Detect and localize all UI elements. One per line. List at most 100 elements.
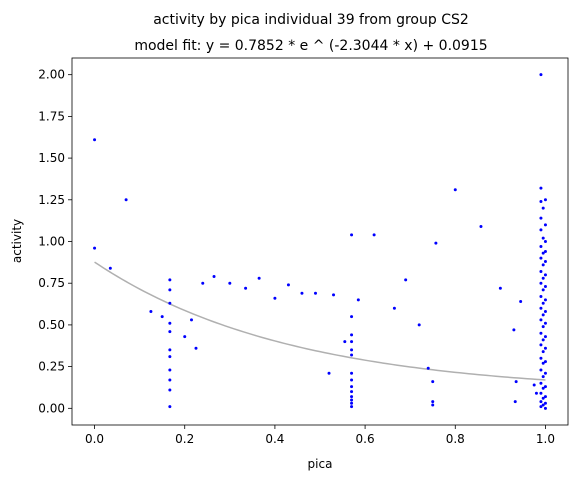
data-point <box>350 401 354 405</box>
data-point <box>201 281 205 285</box>
data-point <box>539 216 543 220</box>
data-point <box>350 348 354 352</box>
data-point <box>350 315 354 319</box>
data-point <box>168 378 172 382</box>
data-point <box>160 315 164 319</box>
data-point <box>543 385 547 389</box>
data-point <box>543 260 547 264</box>
data-point <box>532 383 536 387</box>
data-point <box>539 405 543 409</box>
y-tick-label: 2.00 <box>38 68 65 82</box>
data-point <box>539 281 543 285</box>
data-point <box>350 385 354 389</box>
data-points-layer <box>93 73 547 410</box>
data-point <box>543 240 547 243</box>
data-point <box>417 323 421 327</box>
data-point <box>543 406 547 410</box>
y-axis-label: activity <box>10 219 24 263</box>
data-point <box>539 186 543 190</box>
chart-title: activity by pica individual 39 from grou… <box>153 12 469 28</box>
data-point <box>244 286 248 290</box>
data-point <box>541 206 545 210</box>
data-point <box>539 228 543 232</box>
y-tick-label: 0.00 <box>38 401 65 415</box>
data-point <box>350 398 354 402</box>
data-point <box>108 266 112 270</box>
data-point <box>539 295 543 299</box>
y-tick-label: 0.50 <box>38 318 65 332</box>
data-point <box>300 291 304 295</box>
fit-curve <box>94 261 546 381</box>
data-point <box>168 321 172 325</box>
x-tick-label: 0.2 <box>175 432 194 446</box>
data-point <box>431 400 435 404</box>
data-point <box>541 263 545 267</box>
x-tick-label: 0.8 <box>446 432 465 446</box>
data-point <box>431 380 435 384</box>
x-tick-label: 0.4 <box>265 432 284 446</box>
data-point <box>539 199 543 203</box>
data-point <box>168 278 172 282</box>
data-point <box>257 276 261 280</box>
data-point <box>539 343 543 347</box>
data-point <box>543 321 547 325</box>
x-axis-label: pica <box>308 457 333 471</box>
data-point <box>350 340 354 344</box>
data-point <box>514 380 518 384</box>
data-point <box>541 301 545 305</box>
y-axis-ticks: 0.00 0.25 0.50 0.75 1.00 1.25 1.50 1.75 2.00 <box>38 68 72 415</box>
data-point <box>498 286 502 290</box>
data-point <box>372 233 376 237</box>
data-point <box>327 371 331 375</box>
data-point <box>149 310 153 314</box>
data-point <box>543 250 547 254</box>
data-point <box>541 403 545 407</box>
data-point <box>543 371 547 375</box>
data-point <box>541 325 545 329</box>
data-point <box>453 188 457 192</box>
data-point <box>539 73 543 77</box>
data-point <box>350 333 354 337</box>
data-point <box>541 236 545 240</box>
data-point <box>541 313 545 317</box>
data-point <box>479 224 483 228</box>
chart-subtitle: model fit: y = 0.7852 * e ^ (-2.3044 * x… <box>134 38 487 54</box>
data-point <box>539 400 543 404</box>
data-point <box>541 276 545 280</box>
data-point <box>543 395 547 399</box>
data-point <box>356 298 360 302</box>
data-point <box>512 328 516 332</box>
data-point <box>541 375 545 379</box>
y-tick-label: 1.50 <box>38 151 65 165</box>
data-point <box>350 371 354 375</box>
data-point <box>539 306 543 310</box>
data-point <box>541 338 545 342</box>
y-tick-label: 0.25 <box>38 360 65 374</box>
data-point <box>539 356 543 360</box>
data-point <box>543 335 547 339</box>
data-point <box>212 275 216 279</box>
data-point <box>541 251 545 255</box>
x-tick-label: 0.6 <box>356 432 375 446</box>
data-point <box>273 296 277 300</box>
data-point <box>543 401 547 405</box>
x-axis-ticks: 0.0 0.2 0.4 0.6 0.8 1.0 <box>85 425 555 446</box>
data-point <box>543 298 547 302</box>
data-point <box>541 350 545 354</box>
data-point <box>543 346 547 350</box>
data-point <box>543 360 547 364</box>
data-point <box>431 403 435 407</box>
data-point <box>168 330 172 334</box>
data-point <box>543 198 547 202</box>
data-point <box>541 396 545 400</box>
data-point <box>332 293 336 297</box>
x-tick-label: 1.0 <box>536 432 555 446</box>
data-point <box>543 285 547 289</box>
data-point <box>168 348 172 352</box>
x-tick-label: 0.0 <box>85 432 104 446</box>
plot-area-frame <box>71 57 569 426</box>
data-point <box>93 246 97 250</box>
data-point <box>519 300 523 304</box>
data-point <box>404 278 408 282</box>
data-point <box>343 340 347 344</box>
